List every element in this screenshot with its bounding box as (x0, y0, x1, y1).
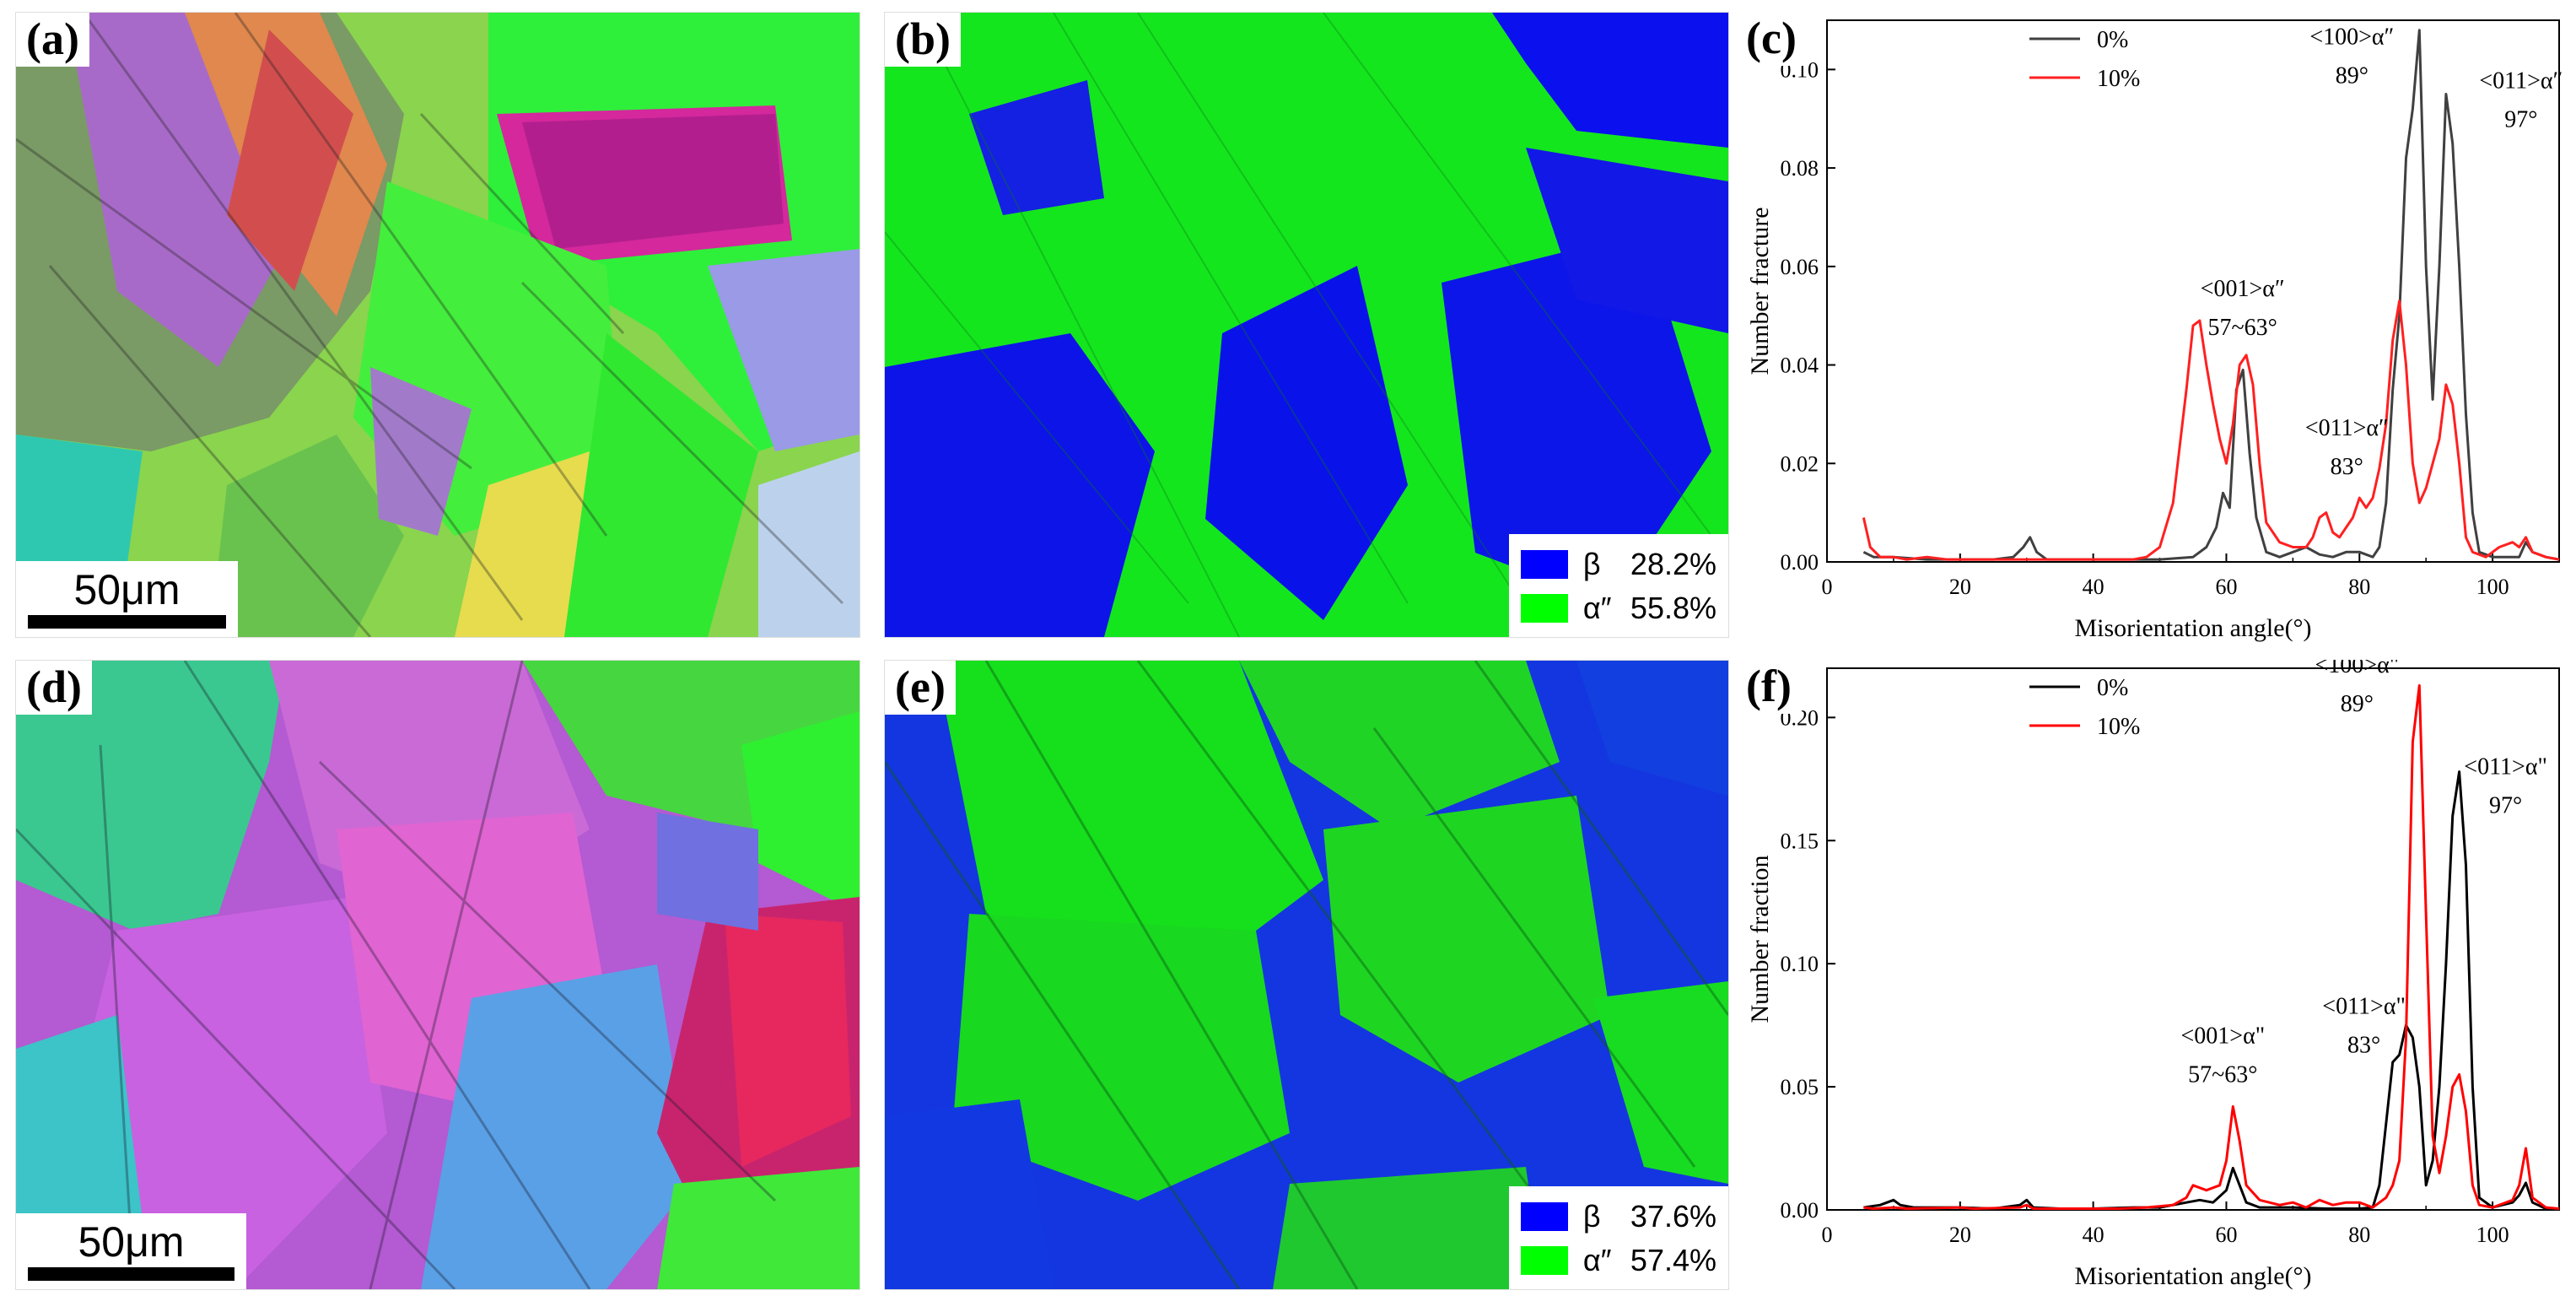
annotation-5: 57~63° (2207, 315, 2277, 341)
scale-bar-line-a (28, 615, 226, 629)
series-line-0 (1862, 29, 2560, 561)
phase-swatch-beta (1520, 1202, 1568, 1231)
series-line-1 (1862, 300, 2560, 561)
phase-name-beta: β (1582, 547, 1601, 581)
x-tick-label: 40 (2083, 1223, 2104, 1247)
plot-frame (1826, 667, 2560, 1211)
annotation-3: 97° (2504, 106, 2537, 132)
y-tick-label: 0.10 (1781, 952, 1819, 976)
annotation-1: 89° (2336, 62, 2369, 89)
annotation-2: <011>α" (2464, 754, 2547, 780)
annotation-2: <011>α″ (2479, 67, 2563, 94)
phase-map-b: (b) β 28.2% α″ 55.8% (884, 12, 1729, 638)
series-line-1 (1863, 683, 2560, 1210)
x-tick-label: 100 (2476, 1223, 2509, 1247)
panel-label-a: (a) (16, 13, 89, 67)
phase-map-e: (e) β 37.6% α″ 57.4% (884, 660, 1729, 1290)
phase-legend-row-beta: β 37.6% (1520, 1195, 1716, 1239)
annotation-0: <100>α″ (2309, 24, 2394, 50)
phase-legend-e: β 37.6% α″ 57.4% (1508, 1186, 1728, 1289)
series-line-0 (1863, 770, 2559, 1210)
y-tick-label: 0.00 (1781, 1198, 1819, 1223)
annotation-4: <001>α" (2181, 1023, 2266, 1050)
y-tick-label: 0.05 (1781, 1075, 1819, 1099)
scale-bar-label-d: 50μm (78, 1218, 185, 1266)
legend-label-0: 0% (2097, 27, 2128, 53)
panel-label-f: (f) (1736, 660, 1802, 714)
y-tick-label: 0.08 (1781, 156, 1819, 181)
ipf-map-d: (d) 50μm (15, 660, 860, 1290)
annotation-7: 83° (2347, 1033, 2380, 1059)
y-tick-label: 0.04 (1781, 354, 1819, 378)
annotation-4: <001>α″ (2201, 276, 2285, 302)
phase-name-alpha: α″ (1582, 591, 1612, 625)
phase-swatch-alpha (1520, 1246, 1568, 1275)
annotation-1: 89° (2341, 691, 2374, 717)
y-tick-label: 0.00 (1781, 550, 1819, 575)
phase-legend-row-alpha: α″ 57.4% (1520, 1239, 1716, 1282)
phase-value-beta: 28.2% (1630, 547, 1716, 581)
x-tick-label: 80 (2348, 1223, 2370, 1247)
annotation-5: 57~63° (2188, 1062, 2257, 1088)
x-axis-label: Misorientation angle(°) (2074, 614, 2311, 642)
chart-panel-f: 0 20 40 60 80 100 0.00 0.05 0.10 0.15 0.20 Misorien… (1729, 660, 2573, 1301)
phase-name-alpha: α″ (1582, 1243, 1612, 1277)
x-tick-label: 60 (2215, 575, 2237, 599)
scale-bar-line-d (28, 1267, 234, 1281)
panel-label-b: (b) (885, 13, 961, 67)
annotation-7: 83° (2331, 454, 2363, 480)
ipf-map-d-image (16, 661, 860, 1289)
scale-bar-d: 50μm (16, 1212, 246, 1289)
panel-label-e: (e) (885, 661, 956, 715)
annotation-6: <011>α" (2322, 994, 2406, 1020)
phase-name-beta: β (1582, 1199, 1601, 1234)
panel-label-d: (d) (16, 661, 92, 715)
x-tick-label: 20 (1949, 1223, 1971, 1247)
phase-swatch-alpha (1520, 594, 1568, 623)
y-tick-label: 0.15 (1781, 829, 1819, 853)
phase-map-b-image (885, 13, 1728, 637)
annotation-6: <011>α″ (2305, 415, 2389, 441)
phase-legend-b: β 28.2% α″ 55.8% (1508, 534, 1728, 637)
x-tick-label: 0 (1822, 575, 1833, 599)
legend-label-1: 10% (2097, 66, 2140, 92)
y-tick-label: 0.06 (1781, 255, 1819, 279)
phase-value-beta: 37.6% (1630, 1199, 1716, 1234)
x-tick-label: 20 (1949, 575, 1971, 599)
x-tick-label: 60 (2215, 1223, 2237, 1247)
scale-bar-label-a: 50μm (73, 565, 181, 613)
annotation-3: 97° (2489, 793, 2522, 819)
phase-legend-row-beta: β 28.2% (1520, 543, 1716, 586)
x-axis-label: Misorientation angle(°) (2074, 1262, 2311, 1290)
phase-value-alpha: 55.8% (1630, 591, 1716, 625)
ipf-map-a: (a) 50μm (15, 12, 860, 638)
y-tick-label: 0.02 (1781, 451, 1819, 476)
chart-f: 0 20 40 60 80 1000.000.050.100.150.20Misorien… (1746, 660, 2560, 1290)
panel-label-c: (c) (1736, 12, 1807, 66)
legend-label-1: 10% (2097, 714, 2140, 740)
phase-map-e-image (885, 661, 1728, 1289)
chart-panel-c: 0 20 40 60 80 100 0.00 0.02 0.04 0.06 0.08 0.10 Miso… (1729, 12, 2573, 653)
x-tick-label: 100 (2476, 575, 2509, 599)
x-tick-label: 0 (1822, 1223, 1833, 1247)
phase-value-alpha: 57.4% (1630, 1243, 1716, 1277)
y-axis-label: Number fracture (1746, 207, 1774, 375)
scale-bar-a: 50μm (16, 560, 238, 637)
x-tick-label: 80 (2348, 575, 2370, 599)
y-axis-label: Number fraction (1746, 855, 1774, 1023)
chart-c: 0 20 40 60 80 1000.000.020.040.060.080.10Miso… (1746, 19, 2563, 642)
phase-legend-row-alpha: α″ 55.8% (1520, 586, 1716, 630)
annotation-0: <100>α" (2315, 660, 2400, 678)
phase-swatch-beta (1520, 550, 1568, 579)
ipf-map-a-image (16, 13, 860, 637)
x-tick-label: 40 (2083, 575, 2104, 599)
plot-frame (1826, 19, 2560, 563)
legend-label-0: 0% (2097, 675, 2128, 701)
